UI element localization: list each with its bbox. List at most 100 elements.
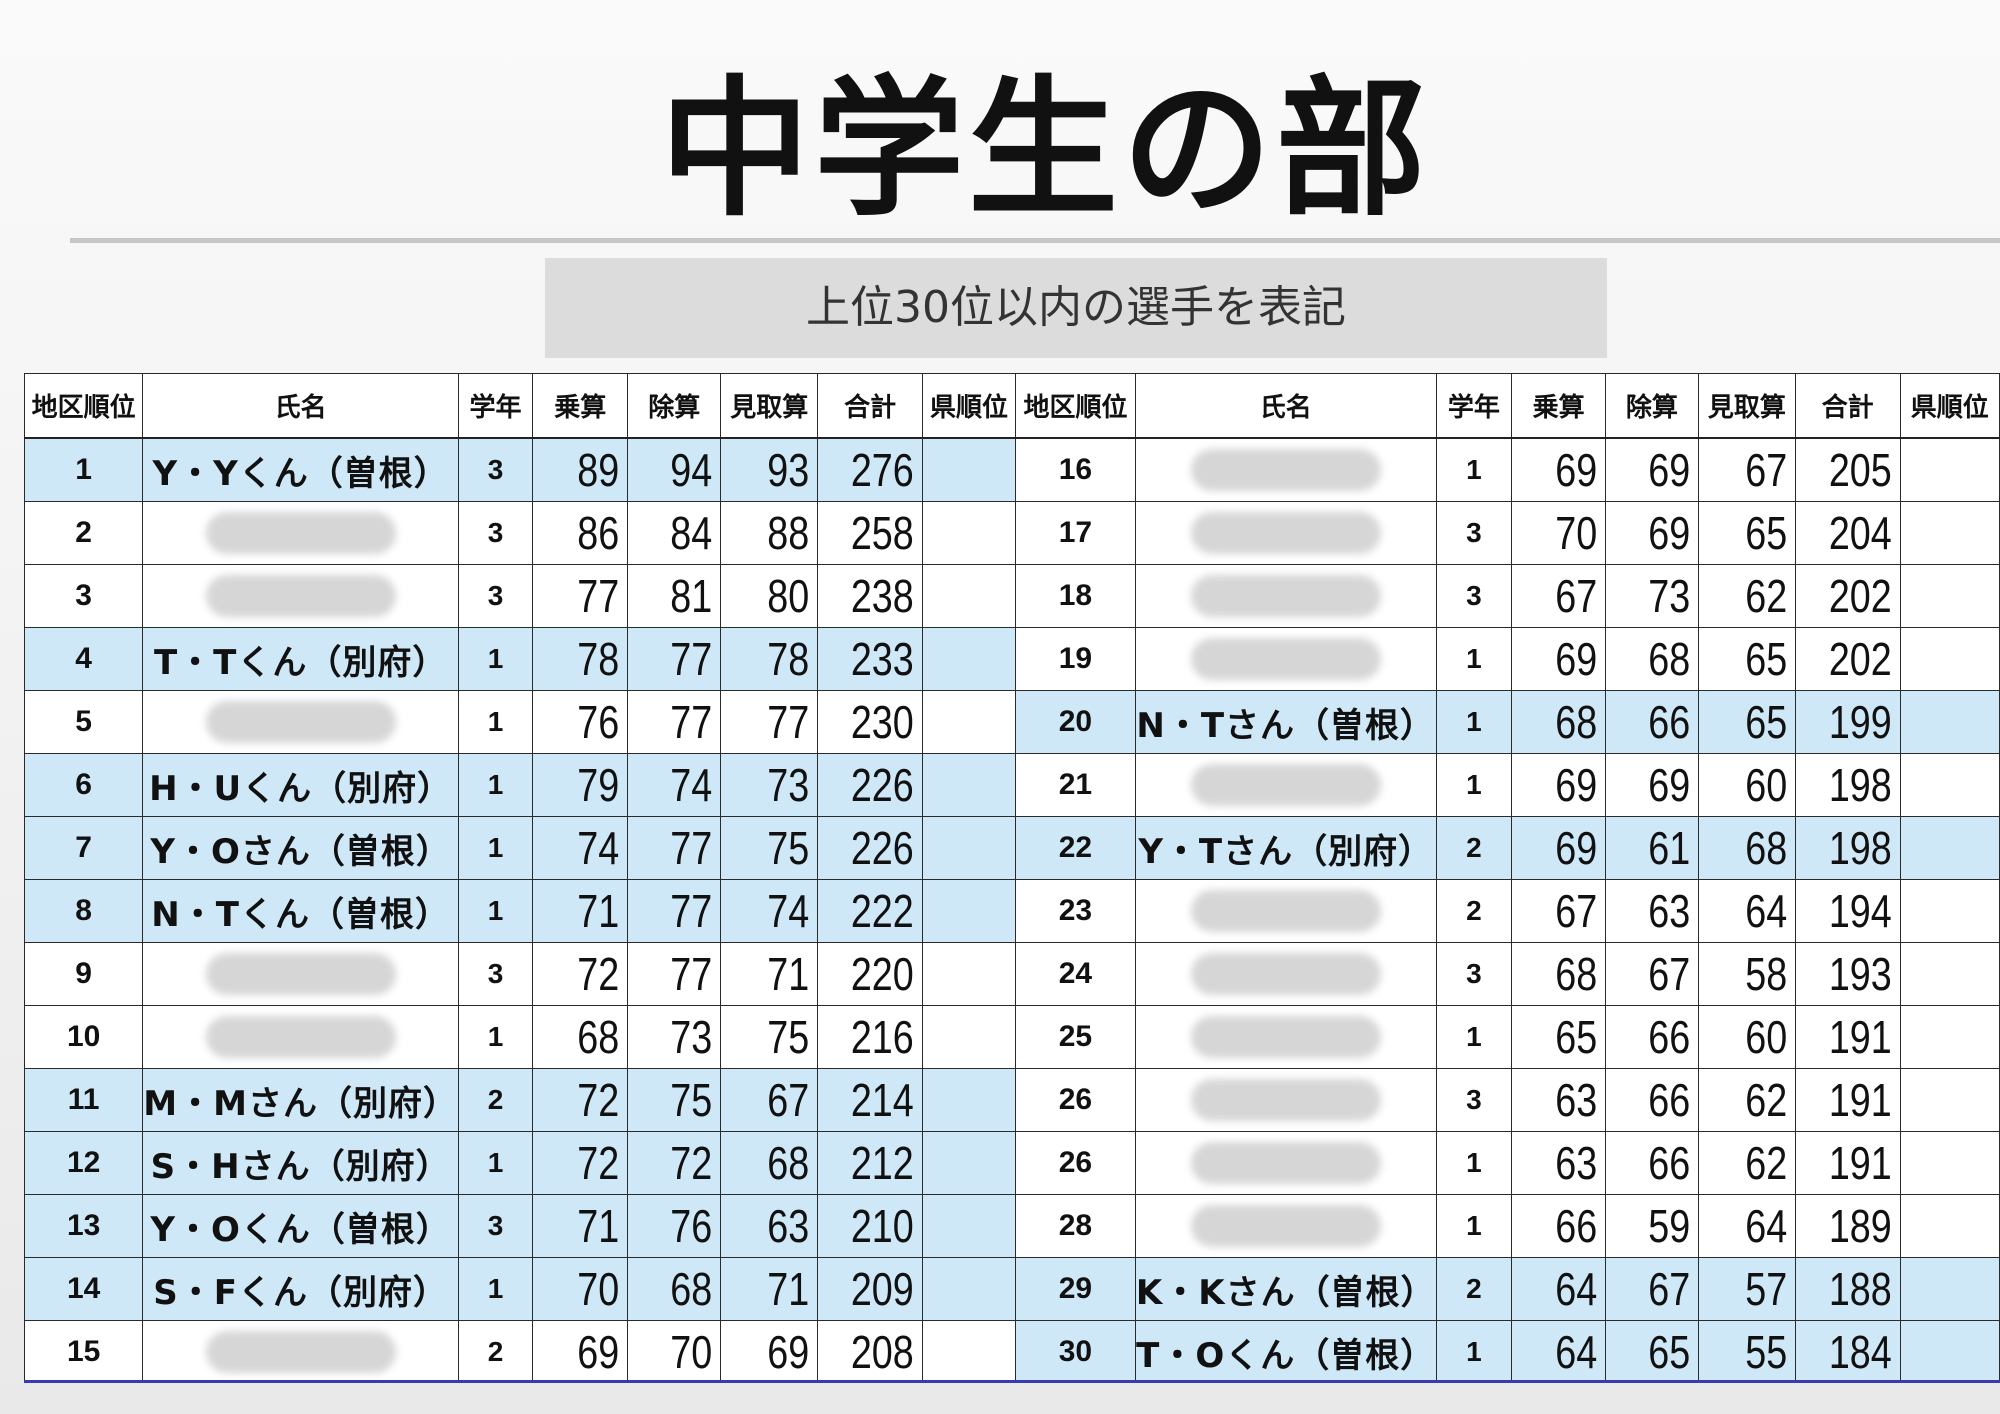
left-rank-cell: 5 — [24, 690, 144, 754]
left-total-value: 233 — [851, 633, 914, 685]
left-pref-rank-cell — [921, 753, 1017, 817]
right-mental-calc-value: 60 — [1744, 1011, 1787, 1063]
right-name-cell: N・Tさん（曽根） — [1134, 690, 1437, 754]
right-pref-rank-cell — [1899, 1320, 2000, 1383]
redacted-name-blur — [1190, 890, 1381, 933]
right-multiplication-cell: 64 — [1511, 1320, 1606, 1383]
right-grade-cell: 2 — [1435, 1257, 1513, 1321]
left-mental-calc-cell: 74 — [720, 879, 819, 943]
right-mental-calc-cell: 65 — [1697, 690, 1796, 754]
left-division-cell: 74 — [627, 753, 722, 817]
right-pref-rank-cell — [1899, 627, 2000, 691]
left-grade-cell: 1 — [457, 690, 534, 754]
redacted-name-blur — [1190, 1016, 1381, 1059]
right-name-cell — [1134, 437, 1437, 502]
right-multiplication-cell: 63 — [1511, 1068, 1606, 1132]
right-total-cell: 193 — [1794, 942, 1901, 1006]
right-header-rank: 地区順位 — [1015, 373, 1136, 439]
left-division-cell: 84 — [627, 501, 722, 565]
right-multiplication-value: 65 — [1554, 1011, 1597, 1063]
left-rank-cell: 2 — [24, 501, 144, 565]
left-header-name: 氏名 — [142, 373, 459, 439]
right-total-cell: 198 — [1794, 816, 1901, 880]
left-rank-cell: 4 — [24, 627, 144, 691]
left-mental-calc-cell: 80 — [720, 564, 819, 628]
left-division-value: 94 — [670, 444, 713, 496]
table-row: 7 Y・Oさん（曽根） 1 74 77 75 226 22 Y・Tさん（別府） 2 69 61 68 19… — [24, 816, 2000, 880]
left-mental-calc-cell: 75 — [720, 1005, 819, 1069]
right-mental-calc-cell: 62 — [1697, 564, 1796, 628]
left-multiplication-cell: 72 — [532, 942, 629, 1006]
right-pref-rank-cell — [1899, 1005, 2000, 1069]
right-multiplication-cell: 64 — [1511, 1257, 1606, 1321]
left-grade-cell: 2 — [457, 1320, 534, 1383]
left-multiplication-cell: 74 — [532, 816, 629, 880]
left-division-value: 72 — [670, 1137, 713, 1189]
left-name-cell: S・Hさん（別府） — [142, 1131, 459, 1195]
right-mental-calc-cell: 64 — [1697, 1194, 1796, 1258]
left-mental-calc-cell: 88 — [720, 501, 819, 565]
left-pref-rank-cell — [921, 879, 1017, 943]
table-row: 9 3 72 77 71 220 24 3 68 67 58 193 — [24, 942, 2000, 1006]
right-total-value: 188 — [1828, 1263, 1892, 1315]
right-mental-calc-cell: 67 — [1697, 437, 1796, 502]
left-total-cell: 276 — [817, 437, 923, 502]
left-mental-calc-cell: 78 — [720, 627, 819, 691]
redacted-name-blur — [205, 512, 396, 555]
left-pref-rank-cell — [921, 690, 1017, 754]
left-division-value: 77 — [670, 948, 713, 1000]
left-name-cell: Y・Yくん（曽根） — [142, 437, 459, 502]
left-rank-cell: 14 — [24, 1257, 144, 1321]
right-grade-cell: 3 — [1435, 501, 1513, 565]
left-grade-cell: 1 — [457, 627, 534, 691]
left-rank-cell: 15 — [24, 1320, 144, 1383]
left-mental-calc-value: 75 — [767, 1011, 810, 1063]
right-total-cell: 202 — [1794, 564, 1901, 628]
left-multiplication-value: 74 — [577, 822, 620, 874]
right-multiplication-value: 69 — [1554, 759, 1597, 811]
right-multiplication-value: 68 — [1554, 948, 1597, 1000]
redacted-name-blur — [1190, 512, 1381, 555]
right-mental-calc-cell: 68 — [1697, 816, 1796, 880]
right-multiplication-value: 63 — [1554, 1074, 1597, 1126]
left-division-cell: 68 — [627, 1257, 722, 1321]
left-multiplication-cell: 71 — [532, 879, 629, 943]
left-total-cell: 214 — [817, 1068, 923, 1132]
right-name-cell — [1134, 1005, 1437, 1069]
right-rank-cell: 21 — [1015, 753, 1136, 817]
right-grade-cell: 2 — [1435, 879, 1513, 943]
left-name-cell: Y・Oさん（曽根） — [142, 816, 459, 880]
right-division-value: 69 — [1647, 507, 1690, 559]
left-mental-calc-value: 63 — [767, 1200, 810, 1252]
table-row: 4 T・Tくん（別府） 1 78 77 78 233 19 1 69 68 65 202 — [24, 627, 2000, 691]
left-multiplication-value: 68 — [577, 1011, 620, 1063]
right-multiplication-value: 67 — [1554, 885, 1597, 937]
right-total-cell: 191 — [1794, 1131, 1901, 1195]
left-rank-cell: 3 — [24, 564, 144, 628]
left-grade-cell: 1 — [457, 816, 534, 880]
right-total-value: 205 — [1828, 444, 1892, 496]
right-multiplication-value: 64 — [1554, 1326, 1597, 1378]
right-rank-cell: 30 — [1015, 1320, 1136, 1383]
left-division-cell: 73 — [627, 1005, 722, 1069]
left-total-cell: 226 — [817, 816, 923, 880]
left-grade-cell: 3 — [457, 1194, 534, 1258]
left-grade-cell: 1 — [457, 1257, 534, 1321]
right-mental-calc-value: 57 — [1744, 1263, 1787, 1315]
redacted-name-blur — [1190, 449, 1381, 492]
right-division-cell: 67 — [1604, 1257, 1699, 1321]
left-mental-calc-value: 68 — [767, 1137, 810, 1189]
left-total-cell: 210 — [817, 1194, 923, 1258]
left-multiplication-cell: 76 — [532, 690, 629, 754]
left-multiplication-cell: 86 — [532, 501, 629, 565]
right-pref-rank-cell — [1899, 1068, 2000, 1132]
left-division-value: 76 — [670, 1200, 713, 1252]
right-grade-cell: 1 — [1435, 690, 1513, 754]
left-multiplication-cell: 70 — [532, 1257, 629, 1321]
left-total-value: 214 — [851, 1074, 914, 1126]
left-division-value: 74 — [670, 759, 713, 811]
left-division-value: 70 — [670, 1326, 713, 1378]
left-grade-cell: 1 — [457, 753, 534, 817]
right-multiplication-cell: 67 — [1511, 879, 1606, 943]
right-division-value: 67 — [1647, 1263, 1690, 1315]
